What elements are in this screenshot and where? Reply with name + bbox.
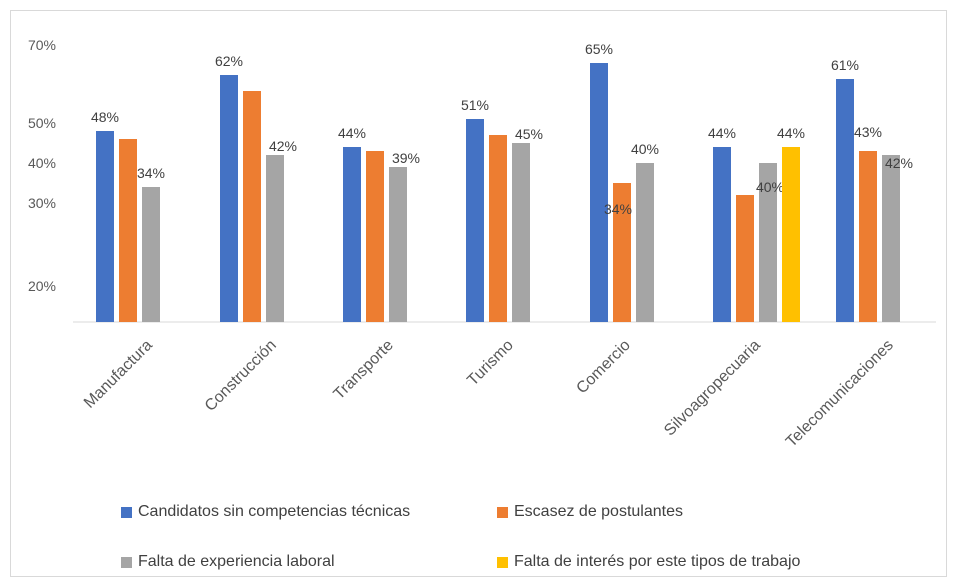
data-label-comercio-candidatos-sin-competencias-tecnicas: 65% <box>585 41 613 57</box>
bar-telecomunicaciones-candidatos-sin-competencias-tecnicas <box>836 79 854 322</box>
bar-construccion-candidatos-sin-competencias-tecnicas <box>220 75 238 322</box>
data-label-turismo-falta-de-experiencia-laboral: 45% <box>515 126 543 142</box>
bar-transporte-candidatos-sin-competencias-tecnicas <box>343 147 361 322</box>
y-tick-label: 30% <box>28 195 56 211</box>
bar-transporte-escasez-de-postulantes <box>366 151 384 322</box>
bar-comercio-falta-de-experiencia-laboral <box>636 163 654 322</box>
data-label-transporte-candidatos-sin-competencias-tecnicas: 44% <box>338 125 366 141</box>
data-label-manufactura-falta-de-experiencia-laboral: 34% <box>137 165 165 181</box>
bar-silvoagropecuaria-escasez-de-postulantes <box>736 195 754 322</box>
bar-telecomunicaciones-falta-de-experiencia-laboral <box>882 155 900 322</box>
data-label-manufactura-candidatos-sin-competencias-tecnicas: 48% <box>91 109 119 125</box>
chart-container: 70% 50% 40% 30% 20% 48% 34% 62% 42% 44% 39% 51% 45% 6… <box>10 10 947 577</box>
bar-turismo-escasez-de-postulantes <box>489 135 507 322</box>
category-label-silvoagropecuaria: Silvoagropecuaria <box>661 337 764 440</box>
data-label-telecomunicaciones-falta-de-experiencia-laboral: 42% <box>885 155 913 171</box>
bar-turismo-candidatos-sin-competencias-tecnicas <box>466 119 484 322</box>
y-tick-label: 20% <box>28 278 56 294</box>
bar-construccion-falta-de-experiencia-laboral <box>266 155 284 322</box>
category-label-transporte: Transporte <box>331 337 397 403</box>
bar-turismo-falta-de-experiencia-laboral <box>512 143 530 322</box>
bar-comercio-candidatos-sin-competencias-tecnicas <box>590 63 608 322</box>
data-label-telecomunicaciones-candidatos-sin-competencias-tecnicas: 61% <box>831 57 859 73</box>
data-label-construccion-falta-de-experiencia-laboral: 42% <box>269 138 297 154</box>
data-label-comercio-escasez-de-postulantes: 34% <box>604 201 632 217</box>
data-label-silvoagropecuaria-falta-de-interes-por-este-tipos-de-trabajo: 44% <box>777 125 805 141</box>
y-tick-label: 70% <box>28 37 56 53</box>
category-label-telecomunicaciones: Telecomunicaciones <box>783 337 897 451</box>
bar-construccion-escasez-de-postulantes <box>243 91 261 322</box>
data-label-silvoagropecuaria-candidatos-sin-competencias-tecnicas: 44% <box>708 125 736 141</box>
category-label-construccion: Construcción <box>202 337 280 415</box>
bar-telecomunicaciones-escasez-de-postulantes <box>859 151 877 322</box>
bar-silvoagropecuaria-candidatos-sin-competencias-tecnicas <box>713 147 731 322</box>
category-label-manufactura: Manufactura <box>81 337 156 412</box>
bar-manufactura-candidatos-sin-competencias-tecnicas <box>96 131 114 322</box>
data-label-comercio-falta-de-experiencia-laboral: 40% <box>631 141 659 157</box>
bar-comercio-escasez-de-postulantes <box>613 183 631 322</box>
data-label-silvoagropecuaria-falta-de-experiencia-laboral: 40% <box>756 179 784 195</box>
data-label-turismo-candidatos-sin-competencias-tecnicas: 51% <box>461 97 489 113</box>
data-label-transporte-falta-de-experiencia-laboral: 39% <box>392 150 420 166</box>
y-tick-label: 50% <box>28 115 56 131</box>
data-label-telecomunicaciones-escasez-de-postulantes: 43% <box>854 124 882 140</box>
bar-silvoagropecuaria-falta-de-interes-por-este-tipos-de-trabajo <box>782 147 800 322</box>
data-label-construccion-candidatos-sin-competencias-tecnicas: 62% <box>215 53 243 69</box>
bar-manufactura-escasez-de-postulantes <box>119 139 137 322</box>
category-label-comercio: Comercio <box>573 337 634 398</box>
bar-transporte-falta-de-experiencia-laboral <box>389 167 407 322</box>
category-label-turismo: Turismo <box>464 337 517 390</box>
bar-manufactura-falta-de-experiencia-laboral <box>142 187 160 322</box>
y-tick-label: 40% <box>28 155 56 171</box>
bar-chart: 70% 50% 40% 30% 20% 48% 34% 62% 42% 44% 39% 51% 45% 6… <box>28 37 936 451</box>
bar-silvoagropecuaria-falta-de-experiencia-laboral <box>759 163 777 322</box>
